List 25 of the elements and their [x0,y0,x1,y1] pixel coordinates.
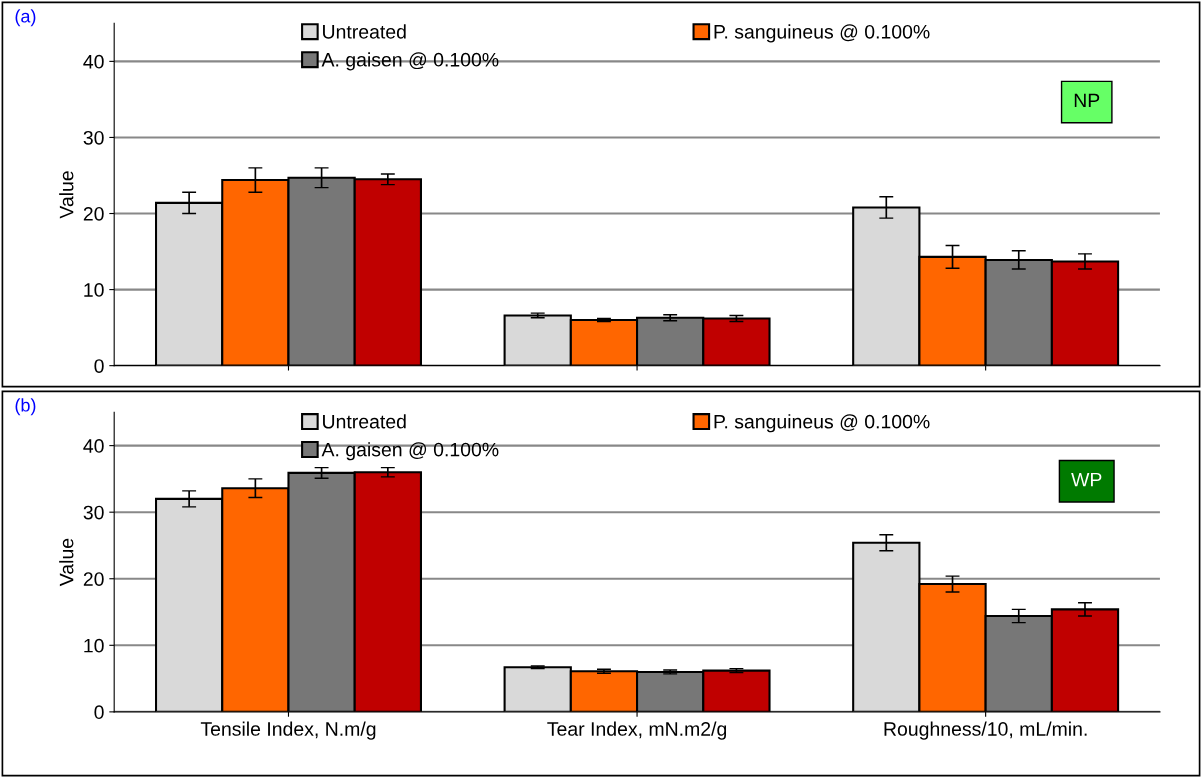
y-tick-label: 40 [83,439,104,453]
legend-label: P. sanguineus @ 0.100% [714,414,930,433]
y-tick-label: 20 [83,206,104,221]
annotation: WP [1071,472,1102,487]
y-tick-label: 0 [94,705,104,720]
y-tick-label: 20 [83,572,104,586]
legend-label: P. sanguineus @ 0.100% [714,24,930,43]
y-tick-label: 10 [84,283,104,297]
y-tick-label: 10 [84,638,104,653]
x-tick-label: Tear Index, mN.m2/g [547,721,727,740]
y-tick-label: 30 [83,130,104,145]
y-tick-label: 0 [94,359,104,373]
text: (a) [15,9,36,27]
y-tick-label: 30 [83,505,104,520]
y-axis-title: Value [59,538,74,587]
legend-label: A. gaisen @ 0.100% [321,442,499,461]
y-axis-title: Value [59,171,74,219]
text: (b) [15,398,36,416]
y-tick-label: 40 [83,54,104,69]
legend-label: Untreated [323,24,406,39]
legend-label: Untreated [323,414,406,429]
annotation: NP [1074,93,1100,108]
legend-label: A. gaisen @ 0.100% [321,52,499,71]
x-tick-label: Roughness/10, mL/min. [884,721,1087,740]
x-tick-label: Tensile Index, N.m/g [200,721,376,740]
